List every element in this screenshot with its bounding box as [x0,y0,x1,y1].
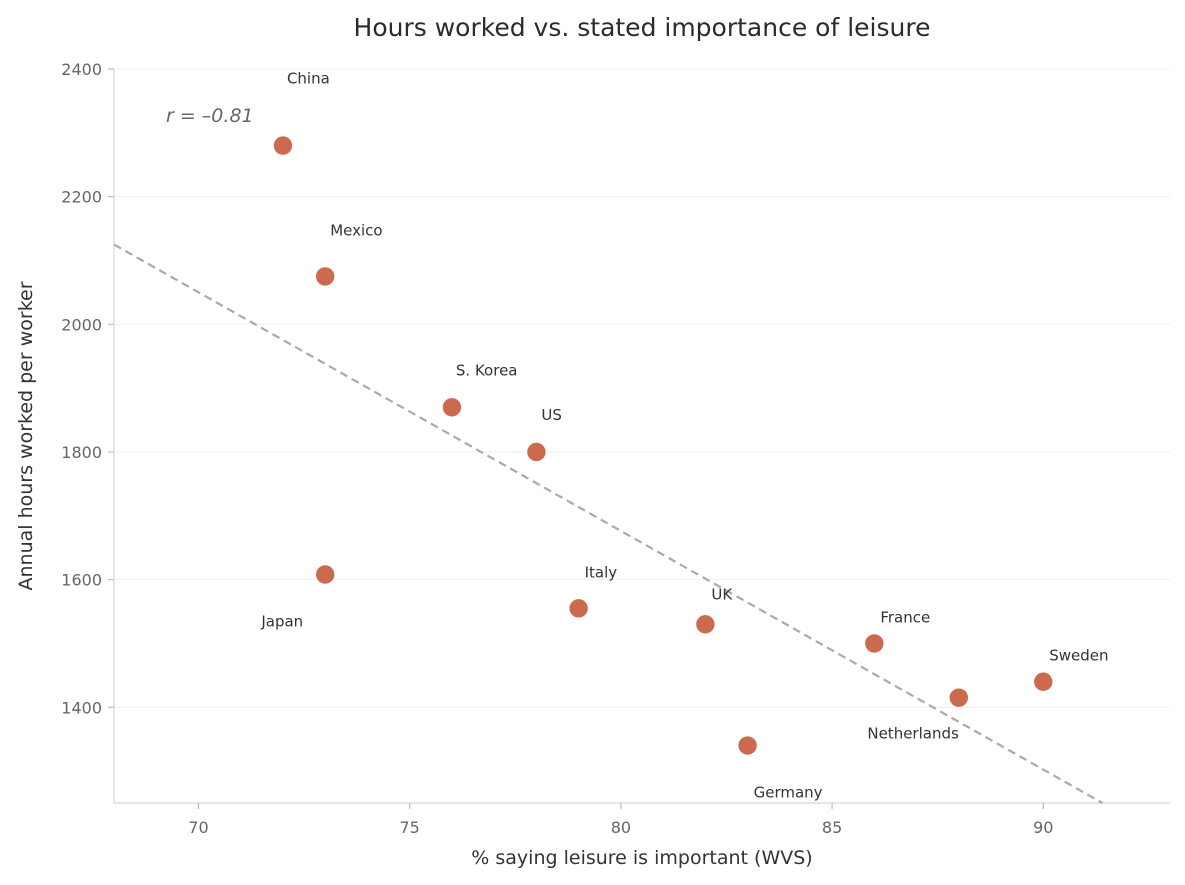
x-tick-label: 70 [188,818,208,837]
data-point [272,134,294,157]
y-tick-label: 1800 [61,443,102,462]
data-point [694,613,717,636]
y-axis-label: Annual hours worked per worker [15,281,37,590]
data-point [947,686,970,709]
x-axis-label: % saying leisure is important (WVS) [471,847,812,869]
point-label: US [541,406,562,424]
data-point [567,597,590,620]
x-tick-label: 85 [822,818,842,837]
data-point [314,265,337,288]
y-tick-label: 2200 [61,188,102,207]
point-label: S. Korea [456,361,518,379]
y-tick-label: 2400 [61,60,102,79]
correlation-annotation: r = –0.81 [166,105,254,127]
x-tick-label: 80 [611,818,631,837]
point-label: Italy [585,563,618,581]
y-tick-label: 1400 [61,698,102,717]
point-label: UK [711,585,733,603]
grid-lines [114,68,1170,708]
point-label: Japan [260,613,303,631]
trend-line [113,243,1103,804]
x-ticks: 70 75 80 85 90 [188,803,1053,837]
data-point [525,441,548,463]
data-point [441,396,463,419]
point-label: Mexico [330,221,382,239]
point-label: Netherlands [867,725,959,743]
y-tick-label: 2000 [61,315,102,334]
point-label: China [287,70,330,88]
y-tick-label: 1600 [61,571,102,590]
data-point [314,563,337,586]
point-label: Sweden [1049,647,1108,665]
data-points [272,134,1055,757]
x-tick-label: 90 [1033,818,1053,837]
point-labels: China Mexico S. Korea US Japan Italy UK France S… [260,70,1108,802]
x-tick-label: 75 [400,818,420,837]
y-ticks: 1400 1600 1800 2000 2200 2400 [61,60,114,717]
point-label: Germany [754,784,823,802]
chart-title: Hours worked vs. stated importance of le… [354,13,931,42]
data-point [863,632,886,655]
point-label: France [880,608,930,626]
data-point [736,734,759,757]
data-point [1032,670,1055,693]
